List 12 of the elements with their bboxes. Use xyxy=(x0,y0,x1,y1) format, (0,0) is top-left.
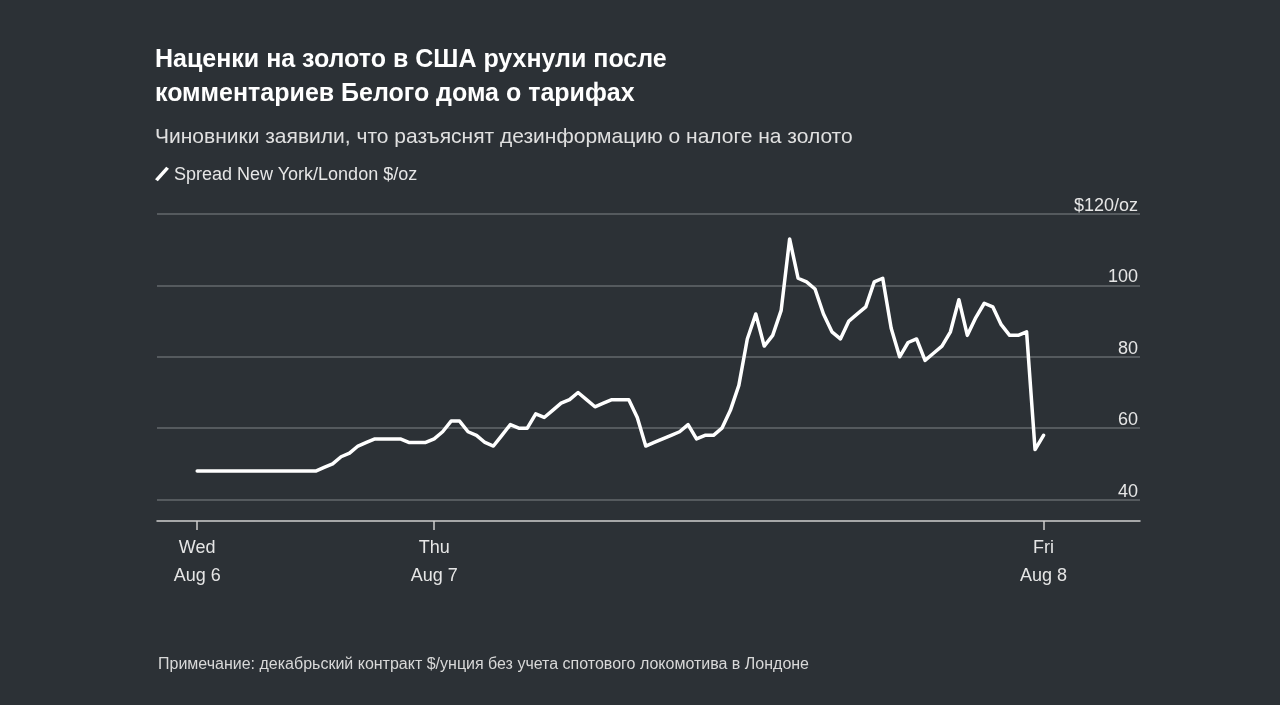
chart-subtitle: Чиновники заявили, что разъяснят дезинформацию о налоге на золото xyxy=(155,124,853,147)
x-tick-label: Thu Aug 7 xyxy=(410,537,458,585)
legend-label: Spread New York/London $/oz xyxy=(174,164,418,184)
y-tick-label: 40 xyxy=(1117,480,1138,501)
y-tick-label: $120/oz xyxy=(1073,195,1138,215)
x-tick-label: Fri Aug 8 xyxy=(1020,537,1068,585)
y-tick-label: 100 xyxy=(1107,266,1138,287)
text: Примечание: декабрьский контракт $/унция без учета спотового локомотива в Лондоне xyxy=(158,654,810,672)
y-tick-label: 60 xyxy=(1117,409,1138,430)
x-tick-label: Wed Aug 6 xyxy=(173,537,221,585)
chart-title: Наценки на золото в США рухнули после комментариев Белого дома о тарифах xyxy=(155,44,674,106)
y-tick-label: 80 xyxy=(1117,337,1138,358)
